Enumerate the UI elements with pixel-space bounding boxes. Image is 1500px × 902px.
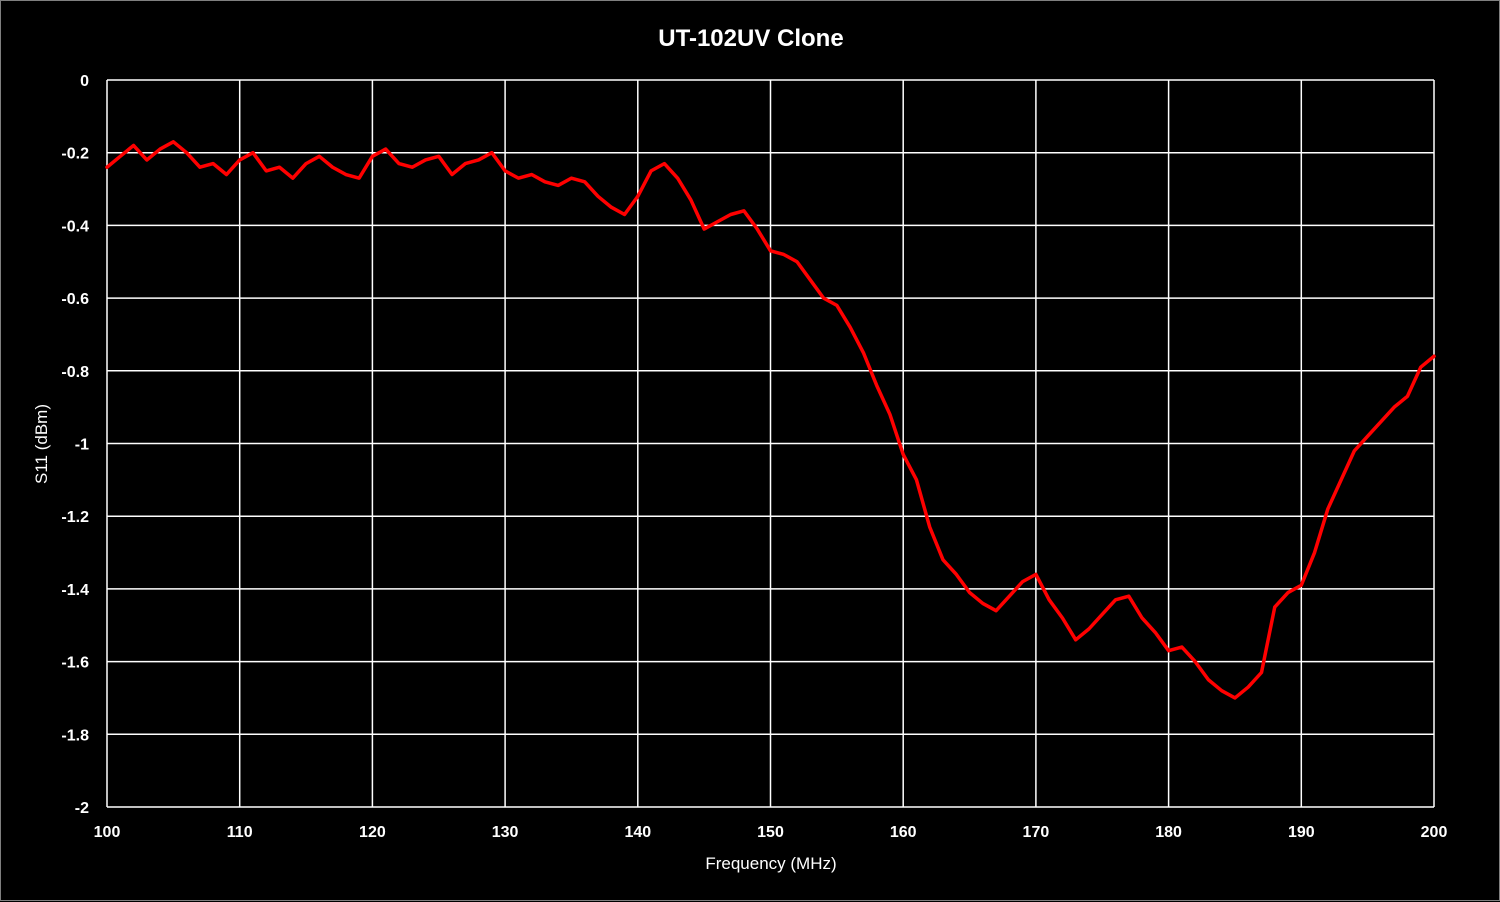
y-tick-label-1: -0.2 xyxy=(61,146,89,163)
y-tick-label-5: -1 xyxy=(75,437,89,454)
x-tick-label-7: 170 xyxy=(1023,824,1050,841)
y-tick-labels: 0 -0.2 -0.4 -0.6 -0.8 -1 -1.2 -1.4 -1.6 -1.8 -2 xyxy=(61,73,89,817)
x-tick-labels: 100 110 120 130 140 150 160 170 180 190 200 xyxy=(94,824,1448,841)
x-tick-label-10: 200 xyxy=(1421,824,1448,841)
series-group xyxy=(105,140,1436,700)
y-tick-label-9: -1.8 xyxy=(61,727,89,744)
y-tick-label-10: -2 xyxy=(75,800,89,817)
x-tick-label-4: 140 xyxy=(624,824,651,841)
x-tick-label-1: 110 xyxy=(227,824,253,841)
y-tick-label-3: -0.6 xyxy=(61,291,89,308)
chart-title: UT-102UV Clone xyxy=(658,25,843,52)
y-tick-label-6: -1.2 xyxy=(61,509,89,526)
x-tick-label-8: 180 xyxy=(1155,824,1182,841)
x-tick-label-6: 160 xyxy=(890,824,917,841)
x-axis-label: Frequency (MHz) xyxy=(705,854,836,873)
x-tick-label-5: 150 xyxy=(757,824,784,841)
y-tick-label-8: -1.6 xyxy=(61,655,89,672)
y-tick-label-4: -0.8 xyxy=(61,364,89,381)
series-line-0 xyxy=(105,140,1436,700)
grid-lines xyxy=(106,79,1435,808)
y-tick-label-7: -1.4 xyxy=(61,582,89,599)
x-tick-label-2: 120 xyxy=(359,824,386,841)
y-tick-label-0: 0 xyxy=(80,73,89,90)
y-axis-label: S11 (dBm) xyxy=(32,404,51,484)
x-tick-label-0: 100 xyxy=(94,824,121,841)
x-tick-label-3: 130 xyxy=(492,824,519,841)
x-tick-label-9: 190 xyxy=(1288,824,1315,841)
y-tick-label-2: -0.4 xyxy=(61,218,89,235)
